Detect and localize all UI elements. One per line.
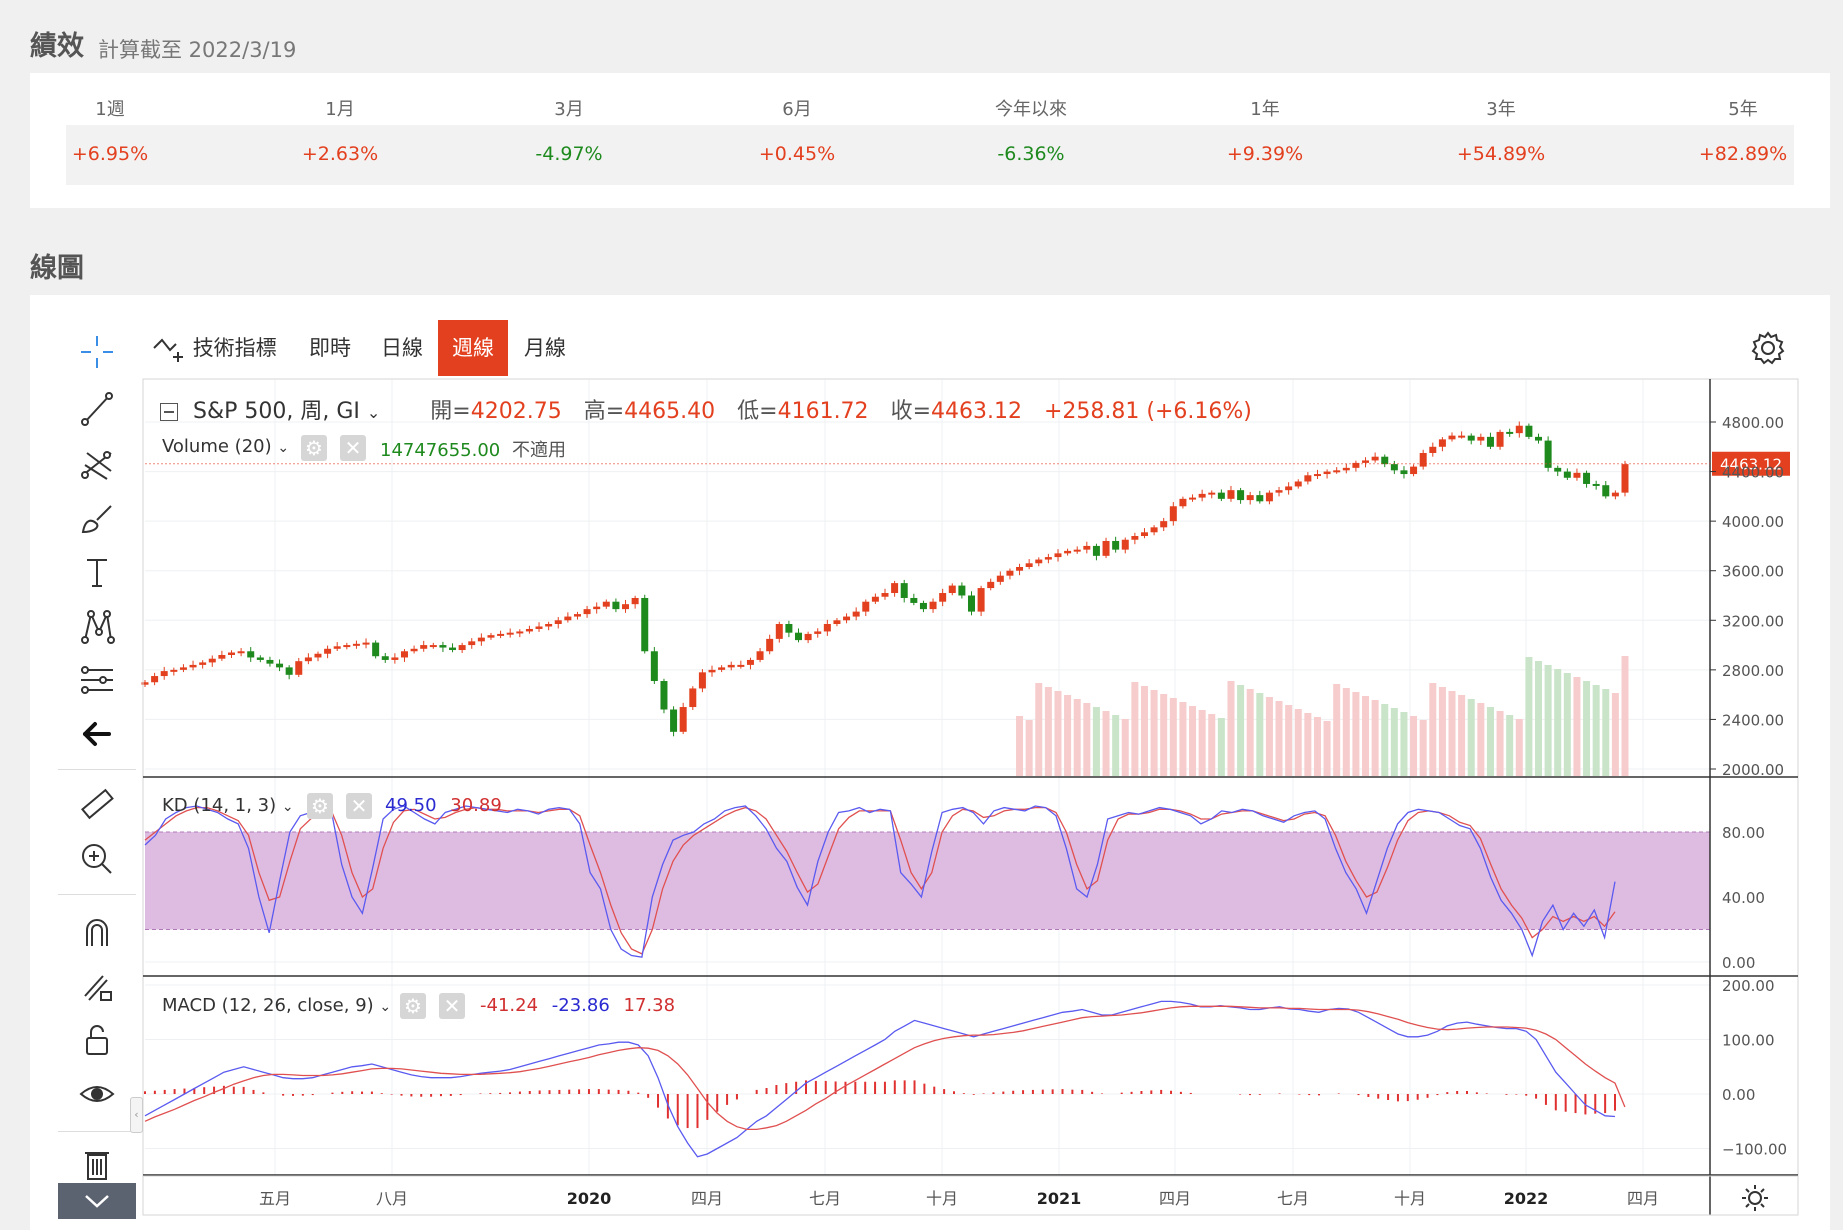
d-value: 30.89: [450, 795, 502, 816]
text-tool-icon[interactable]: [70, 550, 124, 594]
volume-ma-value: 不適用: [511, 440, 566, 461]
performance-period-label: 3月: [554, 99, 584, 120]
kd-label[interactable]: KD (14, 1, 3): [162, 795, 277, 816]
collapse-legend-icon[interactable]: [160, 403, 178, 421]
performance-period-label: 今年以來: [995, 99, 1067, 120]
chevron-down-icon: [85, 1195, 109, 1208]
k-value: 49.50: [385, 795, 437, 816]
open-value: 4202.75: [470, 399, 562, 424]
macd-value: -41.24: [480, 995, 539, 1016]
toolbar-separator: [58, 1131, 136, 1132]
brush-tool-icon[interactable]: [70, 496, 124, 540]
magnet-icon[interactable]: [70, 910, 124, 954]
back-arrow-icon[interactable]: [70, 712, 124, 756]
performance-period-label: 3年: [1486, 99, 1516, 120]
tab-daily[interactable]: 日線: [381, 336, 423, 360]
indicators-button[interactable]: 技術指標: [152, 320, 277, 376]
performance-period-label: 1週: [95, 99, 125, 120]
kd-legend: KD (14, 1, 3) ⌄: [162, 795, 294, 816]
volume-dropdown-icon[interactable]: ⌄: [277, 440, 290, 456]
tab-realtime[interactable]: 即時: [309, 336, 351, 360]
performance-period-label: 1年: [1250, 99, 1280, 120]
kd-values: 49.50 30.89: [385, 795, 502, 816]
performance-period-value: -4.97%: [535, 143, 603, 165]
chart-settings-button[interactable]: [1748, 328, 1788, 368]
performance-period-label: 6月: [782, 99, 812, 120]
performance-period-value: +54.89%: [1456, 143, 1546, 165]
toolbar-collapse-button[interactable]: [58, 1183, 136, 1219]
indicators-icon: [153, 338, 183, 362]
open-label: 開=: [430, 399, 471, 424]
symbol-label[interactable]: S&P 500, 周, GI: [193, 399, 360, 424]
toolbar-separator: [58, 769, 136, 770]
macd-remove-button[interactable]: ✕: [439, 993, 465, 1019]
performance-card: 1週 +6.95% 1月 +2.63% 3月 -4.97% 6月 +0.45% 今年以來 -6.3…: [30, 73, 1830, 208]
histogram-value: 17.38: [623, 995, 676, 1016]
performance-title: 績效: [30, 31, 84, 62]
macd-dropdown-icon[interactable]: ⌄: [379, 999, 392, 1015]
indicators-label: 技術指標: [192, 336, 277, 360]
close-label: 收=: [890, 399, 931, 424]
chart-card: [30, 295, 1830, 1230]
signal-value: -23.86: [551, 995, 610, 1016]
tab-weekly[interactable]: 週線: [438, 320, 508, 376]
ruler-tool-icon[interactable]: [70, 783, 124, 827]
macd-label[interactable]: MACD (12, 26, close, 9): [162, 995, 374, 1016]
performance-period-label: 5年: [1728, 99, 1758, 120]
pitchfork-tool-icon[interactable]: [70, 441, 124, 485]
low-value: 4161.72: [777, 399, 869, 424]
performance-period-value: +6.95%: [71, 143, 149, 165]
low-label: 低=: [737, 399, 778, 424]
unlock-icon[interactable]: [70, 1018, 124, 1062]
high-label: 高=: [583, 399, 625, 424]
macd-legend: MACD (12, 26, close, 9) ⌄: [162, 995, 391, 1016]
performance-period-value: +0.45%: [758, 143, 836, 165]
volume-value: 14747655.00: [380, 440, 501, 461]
toolbar-separator: [58, 894, 136, 895]
performance-period-value: +82.89%: [1698, 143, 1788, 165]
kd-dropdown-icon[interactable]: ⌄: [281, 799, 294, 815]
volume-remove-button[interactable]: ✕: [340, 435, 366, 461]
lock-drawings-icon[interactable]: [70, 964, 124, 1008]
close-value: 4463.12: [931, 399, 1022, 424]
macd-settings-button[interactable]: ⚙: [400, 993, 426, 1019]
volume-values: 14747655.00 不適用: [380, 436, 566, 462]
high-value: 4465.40: [624, 399, 716, 424]
crosshair-tool-icon[interactable]: [70, 330, 124, 374]
performance-period-value: +9.39%: [1226, 143, 1304, 165]
volume-legend: Volume (20) ⌄: [162, 436, 289, 457]
macd-values: -41.24 -23.86 17.38: [480, 995, 675, 1016]
performance-period-value: -6.36%: [997, 143, 1065, 165]
performance-period-label: 1月: [325, 99, 355, 120]
performance-values-band: [66, 125, 1794, 185]
change-value: +258.81 (+6.16%): [1043, 399, 1252, 424]
trash-icon[interactable]: [70, 1146, 124, 1180]
gear-icon: [1751, 331, 1785, 365]
volume-settings-button[interactable]: ⚙: [301, 435, 327, 461]
pattern-tool-icon[interactable]: [70, 604, 124, 648]
tab-monthly[interactable]: 月線: [524, 336, 566, 360]
fibonacci-tool-icon[interactable]: [70, 658, 124, 702]
main-legend: S&P 500, 周, GI ⌄ 開=4202.75 高=4465.40 低=4…: [160, 393, 1252, 425]
symbol-dropdown-icon[interactable]: ⌄: [366, 403, 381, 422]
performance-subtitle: 計算截至 2022/3/19: [98, 38, 297, 62]
zoom-in-icon[interactable]: [70, 837, 124, 881]
eye-icon[interactable]: [70, 1072, 124, 1116]
sun-settings-icon: [1742, 1185, 1768, 1211]
performance-period-value: +2.63%: [301, 143, 379, 165]
kd-settings-button[interactable]: ⚙: [307, 793, 333, 819]
volume-label[interactable]: Volume (20): [162, 436, 272, 457]
time-axis-settings-button[interactable]: [1740, 1183, 1770, 1213]
scroll-left-handle[interactable]: ‹: [130, 1097, 143, 1133]
trend-line-tool-icon[interactable]: [70, 386, 124, 430]
chart-section-title: 線圖: [30, 253, 84, 284]
kd-remove-button[interactable]: ✕: [346, 793, 372, 819]
